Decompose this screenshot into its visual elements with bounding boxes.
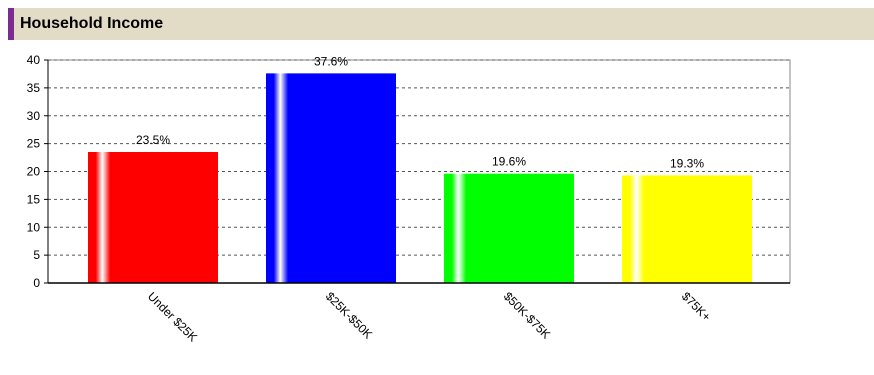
- y-tick-label: 0: [33, 276, 40, 290]
- y-tick-label: 30: [27, 109, 41, 123]
- y-tick-label: 40: [27, 53, 41, 67]
- y-tick-label: 35: [27, 81, 41, 95]
- axes: [44, 59, 790, 284]
- x-tick-label: $75K+: [679, 289, 714, 324]
- chart-title: Household Income: [20, 15, 164, 32]
- header-accent-bar: [8, 8, 14, 40]
- bar: [266, 73, 396, 283]
- x-tick-label: Under $25K: [145, 289, 200, 344]
- y-tick-label: 10: [27, 220, 41, 234]
- y-tick-label: 5: [33, 248, 40, 262]
- bar-data-label: 23.5%: [136, 133, 170, 147]
- x-tick-label: $50K-$75K: [501, 289, 553, 341]
- bar-data-label: 19.3%: [670, 156, 704, 170]
- bars: [88, 73, 752, 283]
- bar: [88, 151, 218, 283]
- y-tick-label: 20: [27, 165, 41, 179]
- bar-data-label: 19.6%: [492, 155, 526, 169]
- chart-header: Household Income: [8, 8, 874, 40]
- bar: [622, 175, 752, 283]
- bar-data-label: 37.6%: [314, 54, 348, 68]
- bar: [444, 173, 574, 283]
- x-tick-label: $25K-$50K: [323, 289, 375, 341]
- y-tick-label: 15: [27, 192, 41, 206]
- y-tick-label: 25: [27, 137, 41, 151]
